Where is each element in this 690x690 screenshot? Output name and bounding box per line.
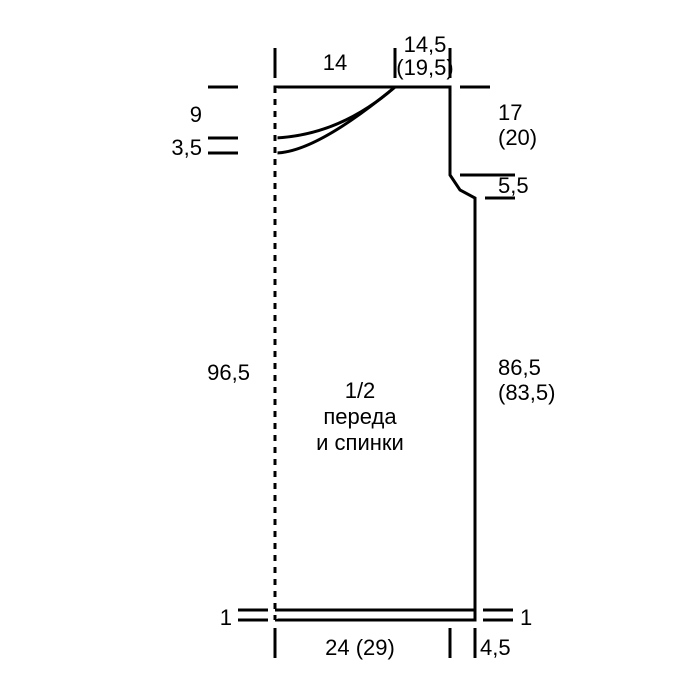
full_len: 96,5 [207,360,250,385]
armhole_1: 17 [498,100,522,125]
neck_drop_35: 3,5 [171,135,202,160]
armhole_2: (20) [498,125,537,150]
top_left: 14 [323,50,347,75]
shoulder_9: 9 [190,102,202,127]
underarm_55: 5,5 [498,173,529,198]
body_label_1: 1/2 [345,378,376,403]
body_label_2: переда [323,404,397,429]
hem_right_1: 1 [520,605,532,630]
bottom_width: 24 (29) [325,635,395,660]
neck-curve-back [275,87,395,153]
garment-outline [275,87,475,620]
body_label_3: и спинки [316,430,404,455]
side_len_2: (83,5) [498,380,555,405]
bottom_ext: 4,5 [480,635,511,660]
side_len_1: 86,5 [498,355,541,380]
top_right_1: 14,5 [404,32,447,57]
hem_left_1: 1 [220,605,232,630]
top_right_2: (19,5) [396,55,453,80]
